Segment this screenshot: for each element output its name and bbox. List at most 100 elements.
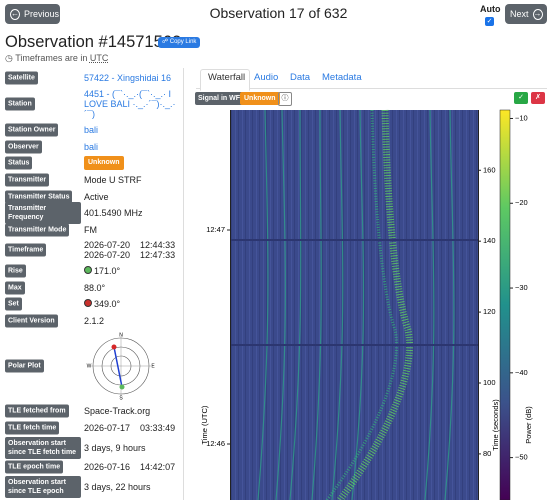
- detail-value: 3 days, 9 hours: [84, 443, 180, 453]
- timeframes-note: ◷ Timeframes are in UTC: [5, 53, 109, 63]
- left-tick-label: 12:47: [206, 225, 225, 234]
- colorbar-label: Power (dB): [524, 406, 533, 444]
- next-button[interactable]: Next →: [505, 4, 547, 24]
- auto-label: Auto: [480, 4, 501, 14]
- rise-point: [119, 384, 125, 390]
- detail-text: 401.5490 MHz: [84, 208, 143, 218]
- detail-label: Observation start since TLE epoch: [5, 476, 81, 498]
- detail-text: 4451 - (¯`·._.·(¯`·._.· I LOVE BALI ·._.…: [84, 89, 176, 119]
- detail-text: Mode U STRF: [84, 175, 142, 185]
- detail-label: TLE fetch time: [5, 421, 60, 435]
- previous-button[interactable]: ← Previous: [5, 4, 60, 24]
- main-signal-echo: [325, 109, 399, 500]
- detail-value: N E S W: [86, 331, 156, 401]
- detail-line: 2026-07-17 03:33:49: [84, 423, 180, 433]
- colorbar-tick-label: −10: [515, 113, 528, 122]
- detail-label: Station Owner: [5, 123, 59, 137]
- detail-label: Set: [5, 297, 22, 311]
- colorbar-tick-label: −40: [515, 368, 528, 377]
- info-button[interactable]: ⓘ: [278, 92, 292, 106]
- detail-value: Mode U STRF: [84, 175, 180, 185]
- status-dot: [84, 299, 92, 307]
- right-tick-label: 100: [483, 378, 496, 387]
- utc-abbr: UTC: [89, 53, 109, 63]
- status-badge: Unknown: [84, 156, 124, 170]
- right-tick-label: 120: [483, 307, 496, 316]
- detail-text: 3 days, 9 hours: [84, 443, 146, 453]
- signal-button[interactable]: Signal in WF: [195, 92, 243, 105]
- detail-part: 2026-07-16: [84, 462, 131, 472]
- detail-text: 3 days, 22 hours: [84, 482, 151, 492]
- polar-label: S: [119, 395, 123, 401]
- detail-value: bali: [84, 142, 180, 152]
- tab[interactable]: Data: [290, 72, 311, 83]
- detail-part: 12:47:33: [140, 250, 176, 260]
- auto-checkbox[interactable]: ✓: [485, 17, 494, 26]
- detail-value: 4451 - (¯`·._.·(¯`·._.· I LOVE BALI ·._.…: [84, 89, 180, 119]
- copy-link-button[interactable]: ☍ Copy Link: [158, 37, 201, 48]
- detail-value: 3 days, 22 hours: [84, 482, 180, 492]
- tab[interactable]: Metadata: [322, 72, 362, 83]
- right-axis-label: Time (seconds): [491, 399, 500, 451]
- detail-part: 2026-07-20: [84, 240, 131, 250]
- detail-value: bali: [84, 125, 180, 135]
- detail-label: Observation start since TLE fetch time: [5, 437, 81, 459]
- detail-text: FM: [84, 225, 97, 235]
- nav-title: Observation 17 of 632: [209, 5, 348, 21]
- detail-value: Active: [84, 192, 180, 202]
- detail-value: 2026-07-16 14:42:07: [84, 462, 180, 472]
- tab[interactable]: Audio: [254, 72, 279, 83]
- detail-text: Space-Track.org: [84, 406, 151, 416]
- copy-link-label: Copy Link: [169, 39, 197, 45]
- tab[interactable]: Waterfall: [208, 72, 246, 83]
- left-tick-label: 12:46: [206, 439, 225, 448]
- detail-value: 171.0°: [84, 266, 180, 276]
- right-tick-label: 140: [483, 236, 496, 245]
- detail-text: 171.0°: [94, 266, 121, 276]
- detail-line: 2026-07-16 14:42:07: [84, 462, 180, 472]
- detail-label: Client Version: [5, 314, 58, 328]
- divider: [183, 68, 184, 500]
- detail-label: Max: [5, 281, 25, 295]
- detail-value: 349.0°: [84, 299, 180, 309]
- left-axis-label: Time (UTC): [200, 405, 209, 444]
- detail-text: 2.1.2: [84, 316, 105, 326]
- detail-text: 349.0°: [94, 299, 121, 309]
- detail-part: 2026-07-20: [84, 250, 131, 260]
- polar-label: N: [119, 332, 123, 338]
- detail-value: 401.5490 MHz: [84, 208, 180, 218]
- detail-label: Satellite: [5, 71, 38, 85]
- detail-value: Space-Track.org: [84, 406, 180, 416]
- detail-value: 2026-07-17 03:33:49: [84, 423, 180, 433]
- detail-part: 03:33:49: [140, 423, 176, 433]
- good-button[interactable]: ✓: [514, 92, 528, 104]
- detail-label: Transmitter Mode: [5, 223, 70, 237]
- status-button[interactable]: Unknown: [240, 92, 280, 105]
- main-signal: [337, 109, 414, 500]
- detail-text: 57422 - Xingshidai 16: [84, 73, 172, 83]
- detail-label: Rise: [5, 264, 26, 278]
- bad-button[interactable]: ✗: [531, 92, 545, 104]
- polar-label: W: [87, 363, 92, 369]
- observation-title: Observation #14571562: [5, 33, 182, 51]
- previous-label: Previous: [24, 9, 60, 19]
- detail-label: TLE epoch time: [5, 460, 64, 474]
- detail-value: Unknown: [84, 156, 180, 170]
- detail-value: 88.0°: [84, 283, 180, 293]
- detail-label: Observer: [5, 140, 42, 154]
- timeframes-text: Timeframes are in: [15, 53, 88, 63]
- detail-label: Transmitter Frequency: [5, 202, 81, 224]
- detail-label: Status: [5, 156, 33, 170]
- detail-text: bali: [84, 142, 99, 152]
- polar-plot: N E S W: [87, 332, 156, 401]
- pass-track: [113, 346, 123, 388]
- colorbar-tick-label: −20: [515, 198, 528, 207]
- detail-label: Station: [5, 97, 35, 111]
- colorbar: [499, 109, 511, 500]
- detail-part: 14:42:07: [140, 462, 176, 472]
- status-dot: [84, 266, 92, 274]
- detail-value: 57422 - Xingshidai 16: [84, 73, 180, 83]
- detail-value: 2026-07-20 12:44:33 2026-07-20 12:47:33: [84, 240, 180, 260]
